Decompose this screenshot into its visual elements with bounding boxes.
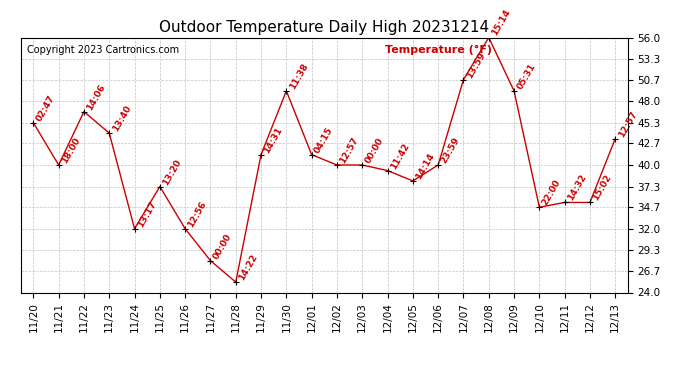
Text: 15:14: 15:14 <box>490 8 512 38</box>
Text: 14:14: 14:14 <box>414 152 436 181</box>
Text: 13:40: 13:40 <box>110 104 132 133</box>
Text: Copyright 2023 Cartronics.com: Copyright 2023 Cartronics.com <box>27 45 179 55</box>
Text: 13:17: 13:17 <box>136 200 158 229</box>
Text: 05:31: 05:31 <box>515 62 538 91</box>
Text: 00:00: 00:00 <box>212 232 234 261</box>
Text: 13:20: 13:20 <box>161 158 183 186</box>
Text: 14:22: 14:22 <box>237 253 259 282</box>
Text: 23:59: 23:59 <box>440 136 462 165</box>
Text: 14:32: 14:32 <box>566 173 588 202</box>
Text: 18:00: 18:00 <box>60 136 82 165</box>
Text: 12:56: 12:56 <box>186 200 208 229</box>
Text: 00:00: 00:00 <box>364 136 386 165</box>
Text: 02:47: 02:47 <box>34 93 57 123</box>
Title: Outdoor Temperature Daily High 20231214: Outdoor Temperature Daily High 20231214 <box>159 20 489 35</box>
Text: 04:15: 04:15 <box>313 125 335 154</box>
Text: 12:57: 12:57 <box>338 136 360 165</box>
Text: 22:00: 22:00 <box>541 178 562 207</box>
Text: 11:38: 11:38 <box>288 62 310 91</box>
Text: 13:59: 13:59 <box>464 50 487 80</box>
Text: 14:06: 14:06 <box>85 82 108 112</box>
Text: Temperature (°F): Temperature (°F) <box>385 45 492 55</box>
Text: 12:57: 12:57 <box>617 109 639 139</box>
Text: 11:42: 11:42 <box>388 141 411 171</box>
Text: 14:31: 14:31 <box>262 125 284 154</box>
Text: 15:02: 15:02 <box>591 173 613 202</box>
